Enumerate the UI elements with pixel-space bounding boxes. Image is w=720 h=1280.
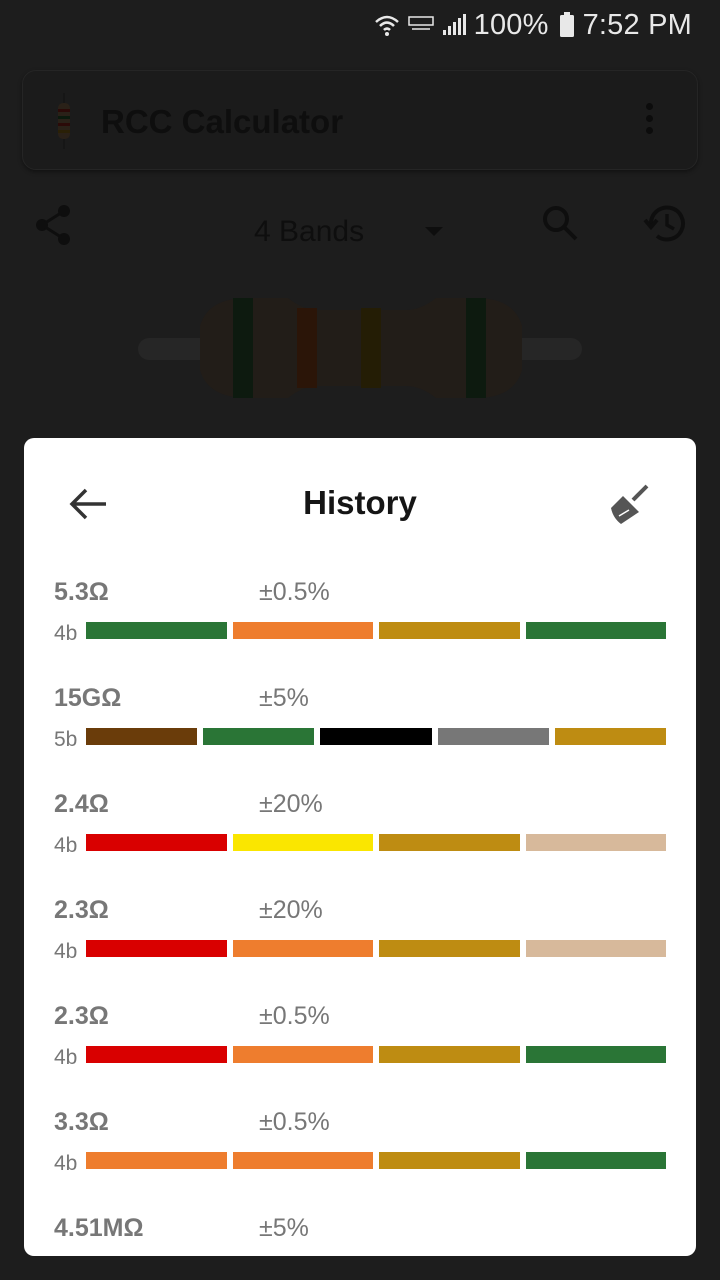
color-band — [379, 940, 520, 957]
history-item-value: 5.3Ω — [54, 578, 109, 606]
history-item-tolerance: ±0.5% — [259, 578, 330, 606]
color-band — [86, 1046, 227, 1063]
lte-icon — [407, 14, 434, 36]
history-icon[interactable] — [643, 203, 687, 250]
color-band — [320, 728, 432, 745]
resistor-logo-icon — [53, 93, 75, 154]
color-band — [525, 1046, 666, 1063]
history-item-tolerance: ±0.5% — [259, 1002, 330, 1030]
history-item-bands — [86, 1046, 666, 1063]
history-item-tolerance: ±0.5% — [259, 1108, 330, 1136]
color-band — [525, 622, 666, 639]
history-item-value: 4.51MΩ — [54, 1214, 144, 1242]
color-band — [203, 728, 315, 745]
history-item-band-type: 5b — [54, 728, 78, 751]
dialog-title: History — [303, 484, 417, 521]
color-band — [232, 1046, 373, 1063]
color-band — [86, 834, 227, 851]
history-item-value: 3.3Ω — [54, 1108, 109, 1136]
battery-icon — [559, 12, 575, 38]
history-item-bands — [86, 728, 667, 745]
color-band — [86, 728, 198, 745]
history-item-value: 2.4Ω — [54, 790, 109, 818]
color-band — [232, 940, 373, 957]
share-icon[interactable] — [34, 203, 74, 252]
color-band — [232, 622, 373, 639]
history-item-tolerance: ±5% — [259, 1214, 309, 1242]
history-dialog: History 5.3Ω ±0.5% 4b 15GΩ ±5% 5b 2.4Ω ±20% 4b 2.… — [24, 438, 696, 1256]
history-item[interactable]: 3.3Ω ±0.5% 4b — [24, 1100, 696, 1206]
history-item-bands — [86, 1152, 666, 1169]
history-item-band-type: 4b — [54, 622, 78, 645]
history-item-band-type: 4b — [54, 834, 78, 857]
history-item-band-type: 4b — [54, 1152, 78, 1175]
color-band — [554, 728, 667, 745]
search-icon[interactable] — [540, 203, 580, 248]
app-actions-bar: 4 Bands — [0, 195, 720, 265]
more-vert-icon[interactable] — [646, 103, 653, 139]
history-item[interactable]: 5.3Ω ±0.5% 4b — [24, 570, 696, 676]
history-list: 5.3Ω ±0.5% 4b 15GΩ ±5% 5b 2.4Ω ±20% 4b 2.3Ω ±20% 4b… — [24, 570, 696, 1256]
color-band — [86, 622, 227, 639]
history-item[interactable]: 2.3Ω ±20% 4b — [24, 888, 696, 994]
history-item-band-type: 4b — [54, 940, 78, 963]
history-item-tolerance: ±20% — [259, 790, 323, 818]
history-item[interactable]: 2.3Ω ±0.5% 4b — [24, 994, 696, 1100]
color-band — [379, 622, 520, 639]
color-band — [232, 1152, 373, 1169]
resistor-preview — [138, 296, 582, 405]
color-band — [437, 728, 549, 745]
history-item-value: 2.3Ω — [54, 896, 109, 924]
history-item[interactable]: 15GΩ ±5% 5b — [24, 676, 696, 782]
color-band — [379, 834, 520, 851]
band-count-select[interactable]: 4 Bands — [254, 215, 365, 248]
history-item-band-type: 4b — [54, 1046, 78, 1069]
color-band — [525, 1152, 666, 1169]
wifi-icon — [374, 13, 400, 37]
color-band — [525, 940, 666, 957]
history-item[interactable]: 2.4Ω ±20% 4b — [24, 782, 696, 888]
history-item[interactable]: 4.51MΩ ±5% — [24, 1206, 696, 1256]
color-band — [232, 834, 373, 851]
color-band — [379, 1046, 520, 1063]
app-toolbar: RCC Calculator — [22, 70, 698, 170]
app-title: RCC Calculator — [101, 103, 344, 140]
battery-percent: 100% — [473, 8, 549, 41]
history-item-value: 15GΩ — [54, 684, 122, 712]
history-item-value: 2.3Ω — [54, 1002, 109, 1030]
history-item-bands — [86, 940, 666, 957]
status-bar: 100% 7:52 PM — [0, 0, 720, 50]
back-arrow-icon[interactable] — [66, 482, 110, 526]
signal-icon — [442, 14, 466, 36]
dropdown-caret-icon[interactable] — [425, 227, 443, 236]
history-item-bands — [86, 622, 666, 639]
color-band — [86, 940, 227, 957]
color-band — [379, 1152, 520, 1169]
color-band — [86, 1152, 227, 1169]
history-item-tolerance: ±5% — [259, 684, 309, 712]
color-band — [525, 834, 666, 851]
history-item-bands — [86, 834, 666, 851]
broom-icon[interactable] — [609, 482, 653, 526]
clock: 7:52 PM — [582, 8, 692, 41]
history-item-tolerance: ±20% — [259, 896, 323, 924]
